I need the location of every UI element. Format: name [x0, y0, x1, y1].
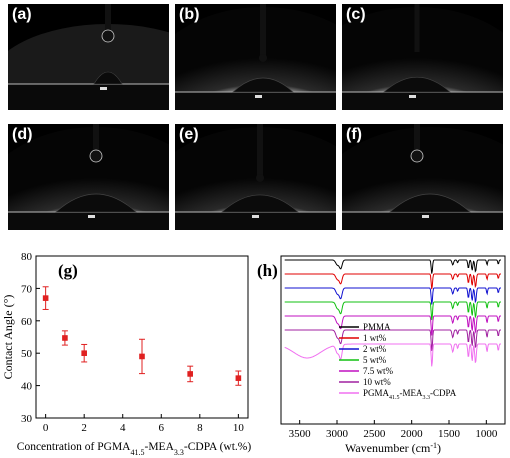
y-tick-label: 70	[21, 283, 33, 295]
x-tick-label: 2000	[401, 428, 424, 440]
water-droplet	[383, 76, 451, 93]
x-tick-label: 1000	[475, 428, 498, 440]
water-droplet	[93, 71, 123, 85]
y-tick-label: 40	[21, 381, 33, 393]
x-tick-label: 6	[159, 422, 165, 434]
needle-tip	[256, 174, 264, 182]
chart-panel-label: (g)	[58, 261, 78, 280]
y-tick-label: 60	[21, 316, 33, 328]
data-point	[42, 295, 49, 301]
substrate	[175, 212, 336, 230]
water-droplet	[389, 193, 471, 213]
scale-marker	[422, 215, 429, 218]
spectrum-line	[284, 301, 501, 321]
photo-panel-label: (d)	[12, 126, 33, 143]
spectrum-line	[284, 259, 501, 274]
needle	[257, 124, 263, 176]
legend-label: PMMA	[363, 322, 391, 332]
y-tick-label: 30	[21, 413, 33, 425]
photo-panel-label: (a)	[12, 6, 32, 23]
substrate	[8, 212, 169, 230]
needle	[414, 124, 420, 152]
data-point	[187, 371, 193, 377]
light-halo	[175, 127, 336, 230]
scale-marker	[409, 95, 416, 98]
scale-marker	[255, 95, 262, 98]
light-halo	[8, 127, 169, 230]
x-axis-label: Concentration of PGMA41.5-MEA3.3-CDPA (w…	[17, 441, 252, 457]
x-tick-label: 8	[197, 422, 203, 434]
needle	[105, 4, 111, 32]
y-tick-label: 50	[21, 348, 33, 360]
spectrum-line	[284, 315, 501, 336]
droplet-photo: (b)	[175, 4, 336, 110]
x-tick-label: 2500	[363, 428, 386, 440]
pendant-drop	[101, 29, 115, 43]
spectrum-line	[284, 343, 501, 367]
x-tick-label: 1500	[438, 428, 461, 440]
x-tick-label: 10	[233, 422, 245, 434]
x-axis-label: Wavenumber (cm-1)	[345, 441, 441, 456]
plot-frame	[280, 255, 506, 425]
legend-label: 1 wt%	[363, 333, 387, 343]
x-tick-label: 0	[43, 422, 49, 434]
legend-label: PGMA41.5-MEA3.3-CDPA	[363, 388, 457, 401]
contact-angle-chart: 0 2 4 6 8 10 30 40 50 60 70 80 (g) Contact Angle (°) C…	[1, 251, 252, 457]
scale-marker	[100, 87, 107, 90]
water-droplet	[55, 193, 137, 213]
droplet-photo: (e)	[175, 124, 336, 230]
pendant-drop	[410, 149, 424, 163]
light-halo	[175, 7, 336, 110]
substrate	[8, 84, 169, 110]
droplet-photo: (d)	[8, 124, 169, 230]
needle-tip	[259, 54, 267, 62]
substrate	[342, 212, 503, 230]
legend-label: 5 wt%	[363, 355, 387, 365]
scale-marker	[252, 215, 259, 218]
pendant-drop	[89, 149, 103, 163]
spectrum-line	[284, 273, 501, 290]
data-point	[62, 335, 68, 341]
scale-marker	[88, 215, 95, 218]
photo-panel-label: (e)	[179, 126, 199, 143]
photo-panel-label: (b)	[179, 6, 200, 23]
legend-label: 10 wt%	[363, 377, 391, 387]
spectrum-line	[284, 329, 501, 351]
data-point	[235, 375, 242, 381]
photo-panel-label: (c)	[346, 6, 366, 23]
water-droplet	[221, 194, 299, 213]
plot-frame	[35, 255, 249, 419]
photo-panel-label: (f)	[346, 126, 362, 143]
data-point	[139, 353, 145, 360]
y-axis-label: Contact Angle (°)	[1, 295, 15, 380]
substrate	[342, 92, 503, 110]
droplet-photo: (a)	[8, 4, 169, 110]
water-droplet	[232, 77, 294, 93]
needle	[93, 124, 99, 152]
light-halo	[342, 127, 503, 230]
chart-panel-label: (h)	[257, 261, 278, 280]
legend-label: 2 wt%	[363, 344, 387, 354]
spectrum-line	[284, 287, 501, 305]
substrate	[175, 92, 336, 110]
x-tick-label: 4	[120, 422, 126, 434]
x-tick-label: 3000	[326, 428, 349, 440]
droplet-photo: (f)	[342, 124, 503, 230]
x-tick-label: 2	[81, 422, 87, 434]
data-point	[81, 350, 87, 356]
y-tick-label: 80	[21, 251, 33, 263]
legend-label: 7.5 wt%	[363, 366, 394, 376]
needle	[260, 4, 266, 56]
light-halo	[342, 7, 503, 110]
x-tick-label: 3500	[289, 428, 312, 440]
droplet-photo: (c)	[342, 4, 503, 110]
needle	[414, 4, 420, 52]
